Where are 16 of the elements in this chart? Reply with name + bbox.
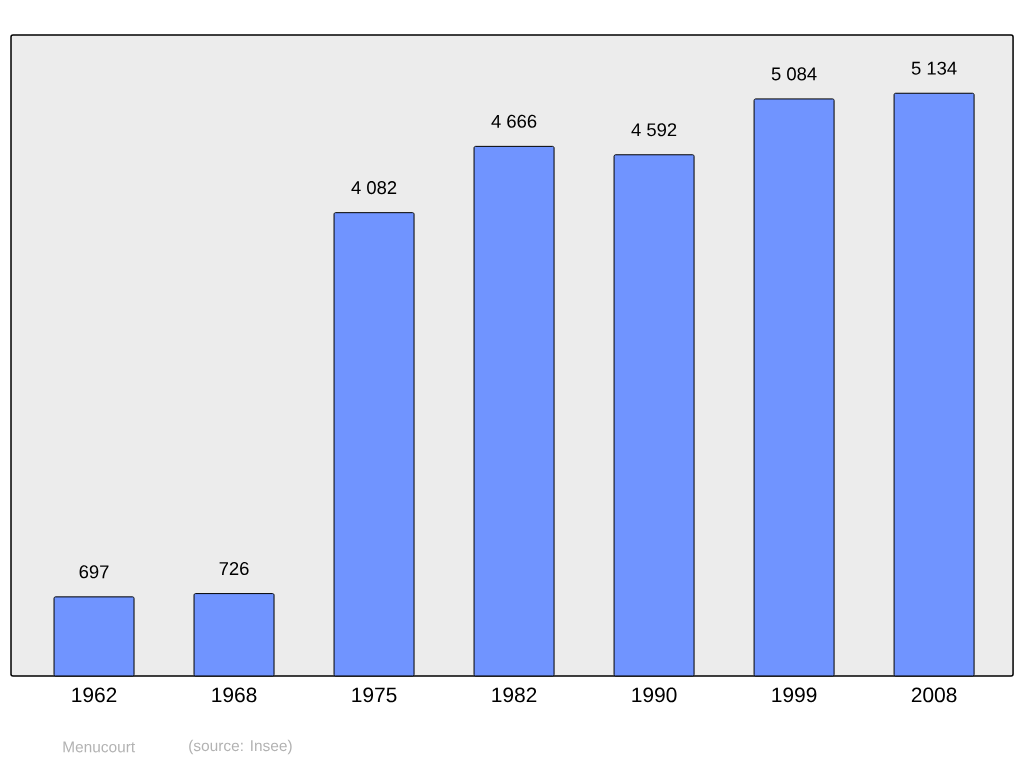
x-tick-label: 1982 [492,687,537,703]
x-tick-label: 2008 [911,687,957,703]
data-label: 726 [219,562,249,576]
data-label: 5 134 [911,61,957,75]
x-tick-label: 1962 [72,687,117,703]
x-tick-label: 1975 [352,687,397,703]
x-tick-label: 1999 [772,687,817,703]
data-label: 4 592 [631,123,677,137]
data-label: 697 [79,565,109,579]
text: (source: Insee) [189,739,292,755]
data-label: 4 666 [491,114,537,128]
data-label: 4 082 [351,181,397,195]
x-tick-label: 1968 [212,687,257,703]
data-label: 5 084 [771,67,817,81]
x-tick-label: 1990 [632,687,677,703]
text: Menucourt [63,741,136,753]
